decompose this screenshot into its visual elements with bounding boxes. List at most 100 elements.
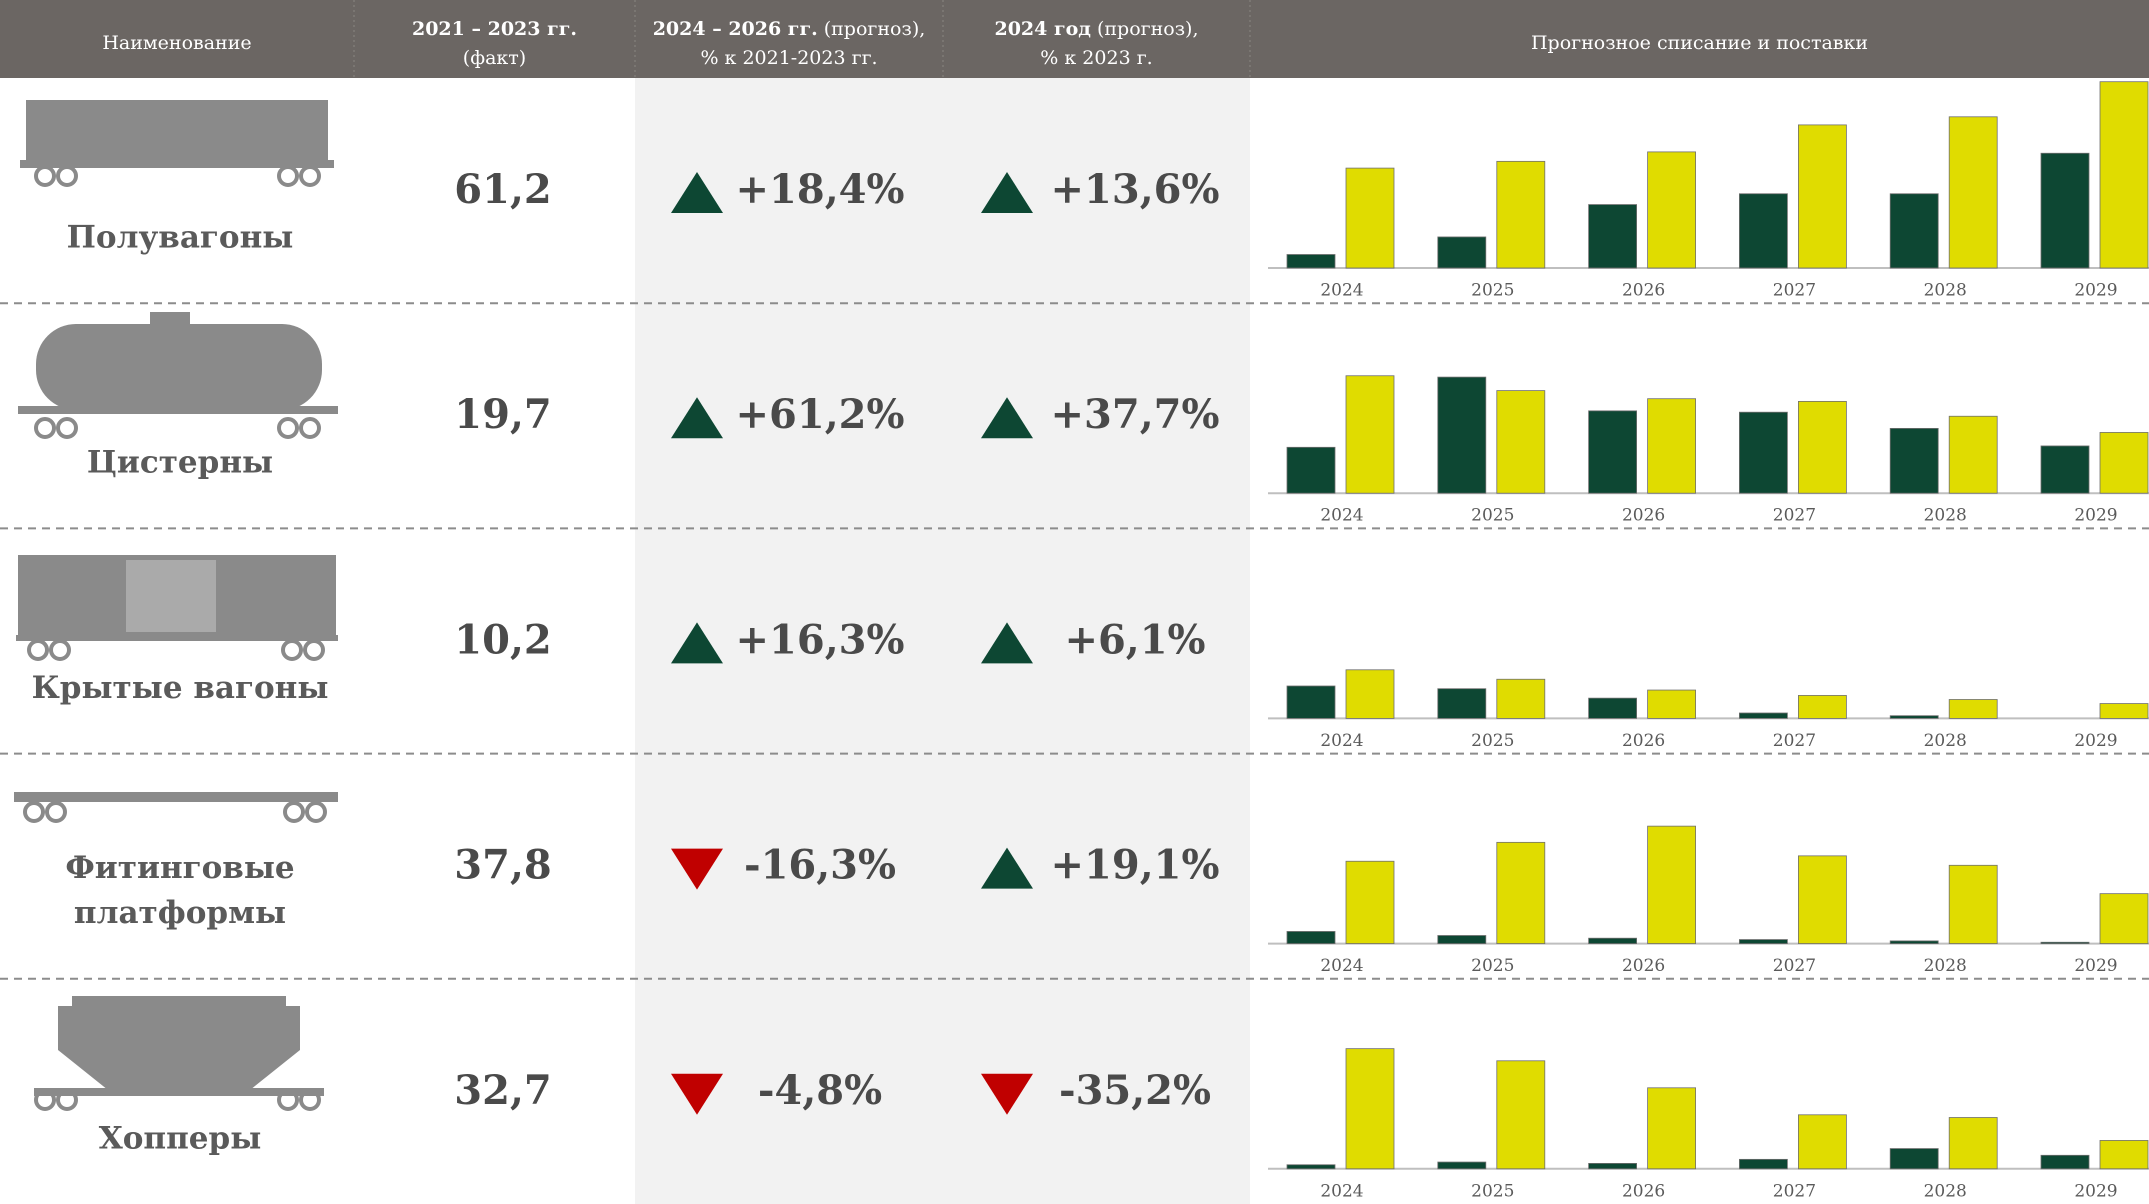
bar [1346, 376, 1394, 493]
bar [1346, 861, 1394, 943]
x-tick-label: 2029 [2074, 1181, 2117, 1201]
bar [1949, 117, 1997, 268]
bar [2041, 1155, 2089, 1169]
bar [2100, 432, 2148, 493]
bar [1949, 865, 1997, 943]
bar [2041, 446, 2089, 493]
header-line2: (факт) [463, 47, 526, 69]
bar [1890, 716, 1938, 719]
bar [1497, 391, 1545, 494]
change-value: +16,3% [736, 616, 905, 663]
x-tick-label: 2026 [1622, 731, 1665, 751]
x-tick-label: 2028 [1924, 731, 1967, 751]
bar [1798, 125, 1846, 268]
bar [1798, 1115, 1846, 1169]
bar [1497, 161, 1545, 268]
bar [1497, 842, 1545, 943]
x-tick-label: 2027 [1773, 281, 1816, 301]
bar [2100, 1140, 2148, 1168]
bar [1890, 428, 1938, 493]
bar [1438, 377, 1486, 493]
x-tick-label: 2027 [1773, 506, 1816, 526]
icon-boxcar [16, 555, 338, 659]
row-name: Хопперы [99, 1120, 262, 1156]
header-bold: 2021 – 2023 гг. [412, 18, 577, 40]
bar [1438, 1162, 1486, 1169]
x-tick-label: 2025 [1471, 506, 1514, 526]
header-line2: % к 2021-2023 гг. [700, 47, 877, 69]
bar [2100, 894, 2148, 944]
icon-hopper [34, 996, 324, 1109]
bar [1346, 1049, 1394, 1169]
header-regular: Прогнозное списание и поставки [1531, 32, 1868, 54]
x-tick-label: 2028 [1924, 956, 1967, 976]
bar [1589, 1163, 1637, 1168]
page: {"header": {"columns": [ {"bold": "", "r… [0, 0, 2149, 1204]
x-tick-label: 2029 [2074, 281, 2117, 301]
bar [1739, 713, 1787, 718]
fact-value: 19,7 [454, 391, 551, 438]
change-value: +61,2% [736, 391, 905, 438]
bar [1648, 1088, 1696, 1169]
header-text: Прогнозное списание и поставки [1531, 32, 1868, 54]
header-bold: 2024 – 2026 гг. [653, 18, 818, 40]
bar [1798, 695, 1846, 718]
bar [1648, 399, 1696, 494]
fact-value: 61,2 [454, 166, 551, 213]
bar [1739, 1159, 1787, 1168]
header-text: 2024 – 2026 гг. (прогноз), [653, 18, 926, 40]
bar [1890, 1149, 1938, 1169]
x-tick-label: 2024 [1320, 1181, 1363, 1201]
bar [1739, 412, 1787, 493]
header-line2: % к 2023 г. [1040, 47, 1152, 69]
bar [1949, 700, 1997, 719]
fact-value: 32,7 [454, 1067, 551, 1114]
x-tick-label: 2024 [1320, 506, 1363, 526]
bar [1648, 152, 1696, 268]
bar [1497, 1061, 1545, 1169]
bar [1287, 931, 1335, 943]
x-tick-label: 2029 [2074, 731, 2117, 751]
x-tick-label: 2025 [1471, 1181, 1514, 1201]
bar [2041, 153, 2089, 268]
x-tick-label: 2027 [1773, 1181, 1816, 1201]
header-regular: Наименование [102, 32, 251, 54]
icon-flatcar [14, 792, 338, 821]
header-text: Наименование [102, 32, 251, 54]
row-name: Цистерны [87, 445, 273, 481]
fact-value: 10,2 [454, 616, 551, 663]
bar [1739, 194, 1787, 268]
bar [1949, 1118, 1997, 1169]
change-value: +13,6% [1051, 166, 1220, 213]
change-value: -35,2% [1059, 1067, 1211, 1114]
bar [1287, 1165, 1335, 1169]
x-tick-label: 2025 [1471, 281, 1514, 301]
x-tick-label: 2028 [1924, 1181, 1967, 1201]
header-text: 2021 – 2023 гг. [412, 18, 577, 40]
bar [1589, 411, 1637, 493]
header-regular: (прогноз), [1097, 18, 1199, 40]
bar [1648, 826, 1696, 943]
change-value: -16,3% [744, 842, 896, 889]
change-value: +6,1% [1064, 616, 1205, 663]
change-value: +19,1% [1051, 842, 1220, 889]
row-name: платформы [74, 895, 286, 931]
change-value: +18,4% [736, 166, 905, 213]
x-tick-label: 2029 [2074, 506, 2117, 526]
bar [1346, 168, 1394, 268]
bar [1739, 940, 1787, 944]
bar [1287, 447, 1335, 493]
x-tick-label: 2026 [1622, 956, 1665, 976]
infographic: Наименование 2021 – 2023 гг. (факт) 2024 – … [0, 0, 2149, 1204]
header-text: 2024 год (прогноз), [994, 18, 1198, 40]
header-bold: 2024 год [994, 18, 1091, 40]
header-regular: (прогноз), [824, 18, 926, 40]
x-tick-label: 2024 [1320, 956, 1363, 976]
bar [1346, 670, 1394, 719]
x-tick-label: 2029 [2074, 956, 2117, 976]
x-tick-label: 2025 [1471, 731, 1514, 751]
bar [1287, 255, 1335, 269]
bar [2100, 704, 2148, 719]
bar [1798, 856, 1846, 944]
bar [1890, 941, 1938, 944]
